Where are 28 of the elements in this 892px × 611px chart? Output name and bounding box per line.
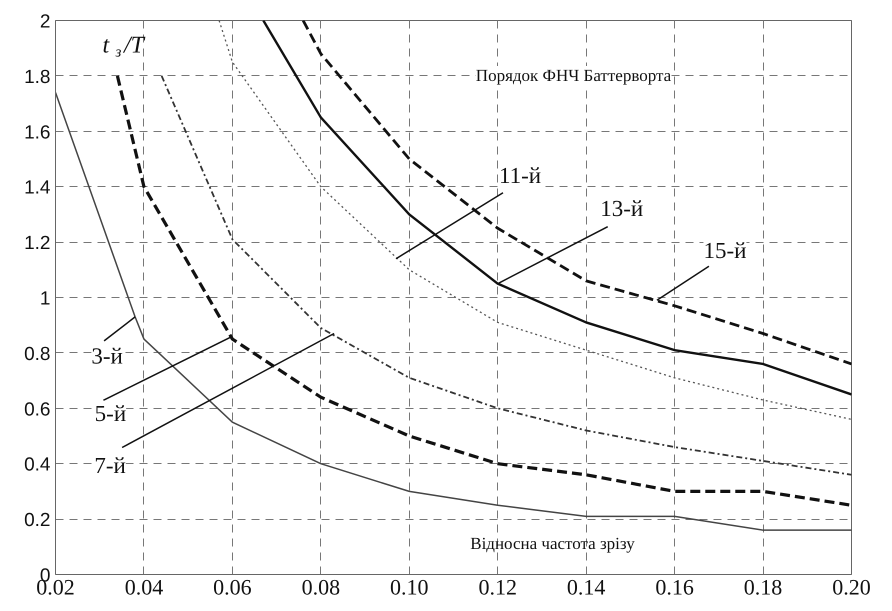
x-tick-label: 0.16 [655, 574, 694, 600]
annotation: 5-й [94, 400, 126, 426]
x-tick-label: 0.06 [213, 574, 252, 600]
x-tick-label: 0.18 [744, 574, 782, 600]
x-axis-title: Відносна частота зрізу [470, 534, 636, 553]
y-tick-label: 0.8 [24, 344, 51, 365]
y-tick-label: 1 [40, 288, 51, 310]
x-tick-label: 0.14 [566, 574, 606, 600]
annotation: Порядок ФНЧ Баттерворта [476, 66, 672, 85]
y-tick-label: 1.4 [24, 178, 51, 199]
annotation: 7-й [94, 453, 126, 478]
y-tick-label: 2 [40, 12, 51, 32]
x-tick-label: 0.10 [390, 574, 429, 600]
x-tick-label: 0.08 [302, 574, 340, 600]
y-tick-label: 1.8 [24, 66, 51, 88]
x-tick-label: 0.12 [478, 574, 517, 600]
annotation: 11-й [498, 163, 542, 188]
x-tick-label: 0.20 [832, 574, 871, 600]
y-tick-label: 0.4 [24, 454, 51, 476]
y-tick-label: 0.6 [24, 399, 51, 420]
annotation: 15-й [703, 238, 746, 263]
line-series [56, 92, 852, 531]
y-tick-label: 0.2 [24, 510, 51, 532]
annotation: 13-й [600, 196, 644, 222]
x-tick-label: 0.04 [124, 574, 164, 600]
annotation: 3-й [91, 343, 123, 368]
y-tick-label: 1.2 [24, 233, 51, 254]
y-tick-label: 1.6 [24, 122, 51, 144]
